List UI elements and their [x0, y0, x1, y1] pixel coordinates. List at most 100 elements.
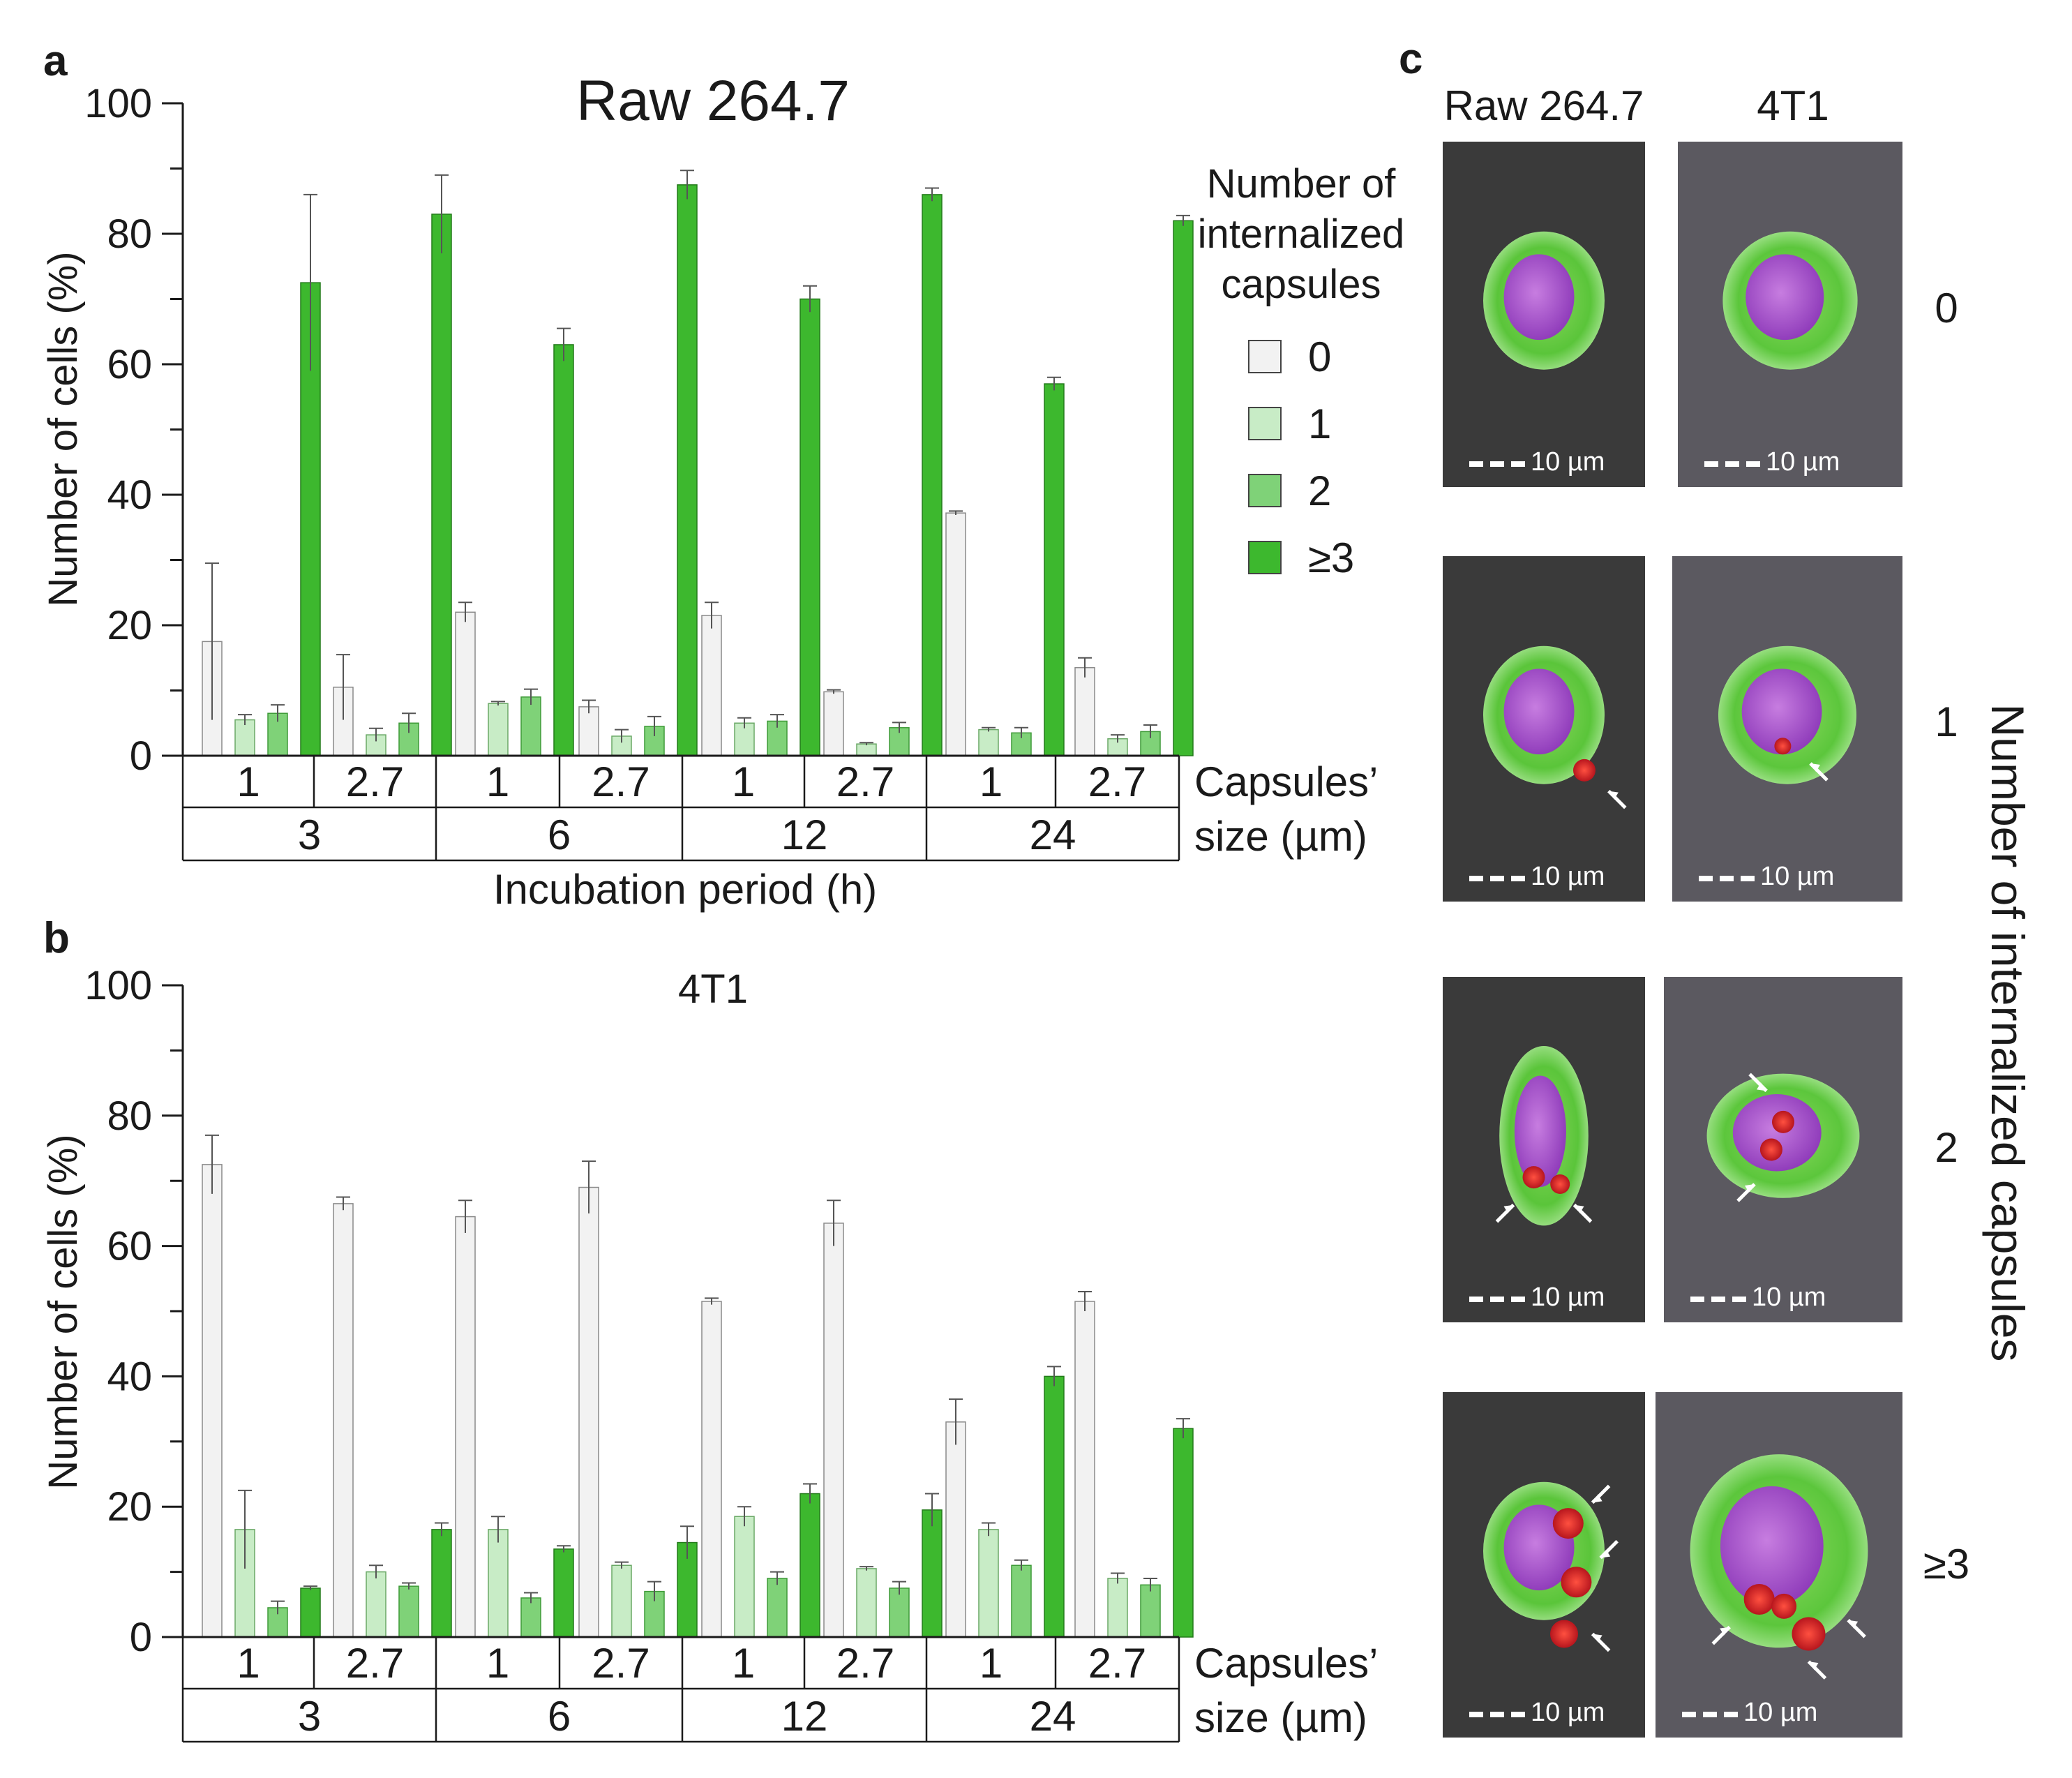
- scale-bar-segment: [1469, 876, 1483, 881]
- bar-b-s0-c2: [455, 1216, 476, 1638]
- incubation-period-label: 12: [781, 812, 828, 858]
- legend-label-3: ≥3: [1308, 535, 1354, 581]
- bar-a-s3-c3: [677, 184, 698, 756]
- scale-bar-segment: [1732, 1297, 1746, 1302]
- y-axis-label: Number of cells (%): [40, 1134, 86, 1489]
- size-row-label-line2: size (µm): [1194, 1694, 1367, 1741]
- bar-a-s0-c4: [701, 615, 722, 756]
- bar-b-s1-c2: [488, 1529, 509, 1638]
- arrow-head: [1608, 791, 1619, 800]
- scale-bar-label: 10 µm: [1531, 1698, 1605, 1727]
- capsule: [1561, 1567, 1592, 1598]
- chart-title: 4T1: [678, 966, 748, 1012]
- row-label-0: 0: [1935, 285, 1958, 331]
- bar-a-s2-c2: [520, 696, 541, 756]
- scale-bar-segment: [1511, 1297, 1525, 1302]
- capsule: [1573, 759, 1596, 782]
- bar-a-s3-c5: [922, 194, 943, 756]
- incubation-period-label: 6: [548, 1693, 571, 1740]
- panel-label-b: b: [43, 914, 70, 962]
- micrograph-r1-c1: 10 µm: [1672, 556, 1902, 902]
- legend-swatch-0: [1248, 340, 1282, 373]
- micrograph-panel: Raw 264.7 4T1 Number of internalized cap…: [1443, 82, 2034, 1738]
- capsule: [1552, 1508, 1584, 1539]
- bar-b-s1-c7: [1107, 1578, 1128, 1638]
- incubation-period-label: 24: [1030, 812, 1076, 858]
- capsule-size-label: 2.7: [1088, 759, 1146, 805]
- capsule-size-label: 1: [486, 759, 509, 805]
- bar-b-s2-c5: [889, 1588, 910, 1638]
- cell-nucleus: [1732, 1094, 1822, 1172]
- bar-b-s1-c5: [856, 1568, 877, 1638]
- scale-bar-segment: [1490, 461, 1504, 467]
- bar-a-s1-c2: [488, 703, 509, 756]
- capsule: [1550, 1620, 1578, 1648]
- bar-b-s3-c6: [1044, 1375, 1065, 1638]
- incubation-period-label: 24: [1030, 1693, 1076, 1740]
- y-axis-label: Number of cells (%): [40, 251, 86, 606]
- x-axis-label: Incubation period (h): [493, 866, 877, 913]
- scale-bar-segment: [1511, 461, 1525, 467]
- scale-bar-segment: [1682, 1712, 1696, 1717]
- bar-a-s1-c6: [978, 729, 999, 756]
- capsule-size-label: 1: [979, 759, 1003, 805]
- size-row-label-line1: Capsules’: [1194, 759, 1378, 805]
- legend-swatch-1: [1248, 407, 1282, 440]
- bar-b-s3-c4: [799, 1493, 820, 1638]
- bar-b-s3-c7: [1173, 1428, 1194, 1638]
- bar-b-s0-c5: [823, 1223, 844, 1638]
- y-tick-label: 100: [84, 81, 152, 126]
- bar-a-s0-c3: [578, 706, 599, 756]
- arrow-head: [1600, 1549, 1611, 1558]
- bar-b-s2-c7: [1140, 1584, 1161, 1638]
- micrograph-r0-c0: 10 µm: [1443, 142, 1645, 487]
- bar-b-s1-c3: [611, 1564, 632, 1638]
- bar-b-s1-c1: [366, 1571, 386, 1638]
- bar-a-s2-c7: [1140, 731, 1161, 756]
- side-label: Number of internalized capsules: [1982, 704, 2034, 1362]
- bar-b-s3-c5: [922, 1509, 943, 1638]
- size-row-label-line1: Capsules’: [1194, 1640, 1378, 1687]
- arrow-head: [1592, 1494, 1602, 1503]
- row-label-2: 2: [1935, 1124, 1958, 1171]
- scale-bar-segment: [1741, 876, 1755, 881]
- capsule: [1759, 1138, 1782, 1161]
- scale-bar-segment: [1724, 1712, 1738, 1717]
- scale-bar-segment: [1469, 461, 1483, 467]
- y-tick-label: 100: [84, 963, 152, 1008]
- scale-bar-segment: [1704, 461, 1718, 467]
- scale-bar-label: 10 µm: [1752, 1283, 1826, 1312]
- legend-title-line2: internalized: [1198, 211, 1405, 257]
- incubation-period-label: 12: [781, 1693, 828, 1740]
- bar-b-s3-c1: [431, 1529, 452, 1638]
- incubation-period-label: 3: [298, 1693, 321, 1740]
- bar-a-s0-c7: [1074, 667, 1095, 756]
- bar-b-s0-c4: [701, 1301, 722, 1638]
- legend-title-line1: Number of: [1207, 161, 1397, 207]
- bar-b-s0-c6: [945, 1421, 966, 1638]
- micrograph-r2-c0: 10 µm: [1443, 977, 1645, 1322]
- bar-a-s3-c4: [799, 298, 820, 756]
- capsule-size-label: 2.7: [1088, 1640, 1146, 1687]
- capsule-size-label: 2.7: [592, 759, 650, 805]
- arrow-head: [1744, 1184, 1755, 1193]
- scale-bar-segment: [1703, 1712, 1717, 1717]
- y-tick-label: 80: [107, 1093, 152, 1139]
- incubation-period-label: 6: [548, 812, 571, 858]
- bar-a-s3-c6: [1044, 383, 1065, 756]
- incubation-period-label: 3: [298, 812, 321, 858]
- bar-b-s2-c2: [520, 1597, 541, 1638]
- y-tick-label: 0: [130, 1615, 152, 1660]
- legend-label-0: 0: [1308, 334, 1331, 380]
- cell-nucleus: [1746, 254, 1824, 341]
- bar-b-s1-c4: [734, 1516, 755, 1638]
- bar-b-s0-c7: [1074, 1301, 1095, 1638]
- y-tick-label: 40: [107, 472, 152, 518]
- bar-a-s0-c2: [455, 611, 476, 756]
- bar-b-s2-c6: [1011, 1564, 1032, 1638]
- row-label-1: 1: [1935, 698, 1958, 745]
- legend-swatch-3: [1248, 541, 1282, 574]
- scale-bar-label: 10 µm: [1531, 1283, 1605, 1312]
